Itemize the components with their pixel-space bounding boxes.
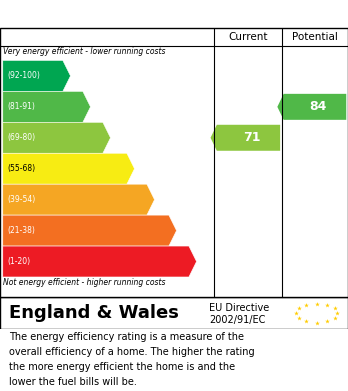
Polygon shape [3,153,134,184]
Text: (92-100): (92-100) [7,72,40,81]
Text: F: F [178,224,188,238]
Text: 84: 84 [310,100,327,113]
Polygon shape [3,91,90,122]
Text: England & Wales: England & Wales [9,304,179,322]
Text: (69-80): (69-80) [7,133,35,142]
Text: E: E [156,193,166,207]
Polygon shape [3,122,111,153]
Polygon shape [277,94,346,120]
Text: (21-38): (21-38) [7,226,35,235]
Text: Not energy efficient - higher running costs: Not energy efficient - higher running co… [3,278,165,287]
Polygon shape [211,125,280,151]
Text: Very energy efficient - lower running costs: Very energy efficient - lower running co… [3,47,165,56]
Text: EU Directive: EU Directive [209,303,269,313]
Polygon shape [3,215,176,246]
Text: The energy efficiency rating is a measure of the
overall efficiency of a home. T: The energy efficiency rating is a measur… [9,332,254,387]
Text: (55-68): (55-68) [7,164,35,173]
Text: (81-91): (81-91) [7,102,35,111]
Polygon shape [3,246,197,277]
Text: Current: Current [228,32,268,42]
Text: Energy Efficiency Rating: Energy Efficiency Rating [9,5,238,23]
Text: 71: 71 [243,131,261,144]
Polygon shape [3,61,70,91]
Text: G: G [198,255,209,269]
Text: A: A [72,69,83,83]
Text: C: C [112,131,122,145]
Text: (39-54): (39-54) [7,195,35,204]
Text: 2002/91/EC: 2002/91/EC [209,315,265,325]
Text: D: D [136,162,148,176]
Polygon shape [3,184,155,215]
Text: B: B [92,100,103,114]
Text: (1-20): (1-20) [7,257,30,266]
Text: Potential: Potential [292,32,338,42]
